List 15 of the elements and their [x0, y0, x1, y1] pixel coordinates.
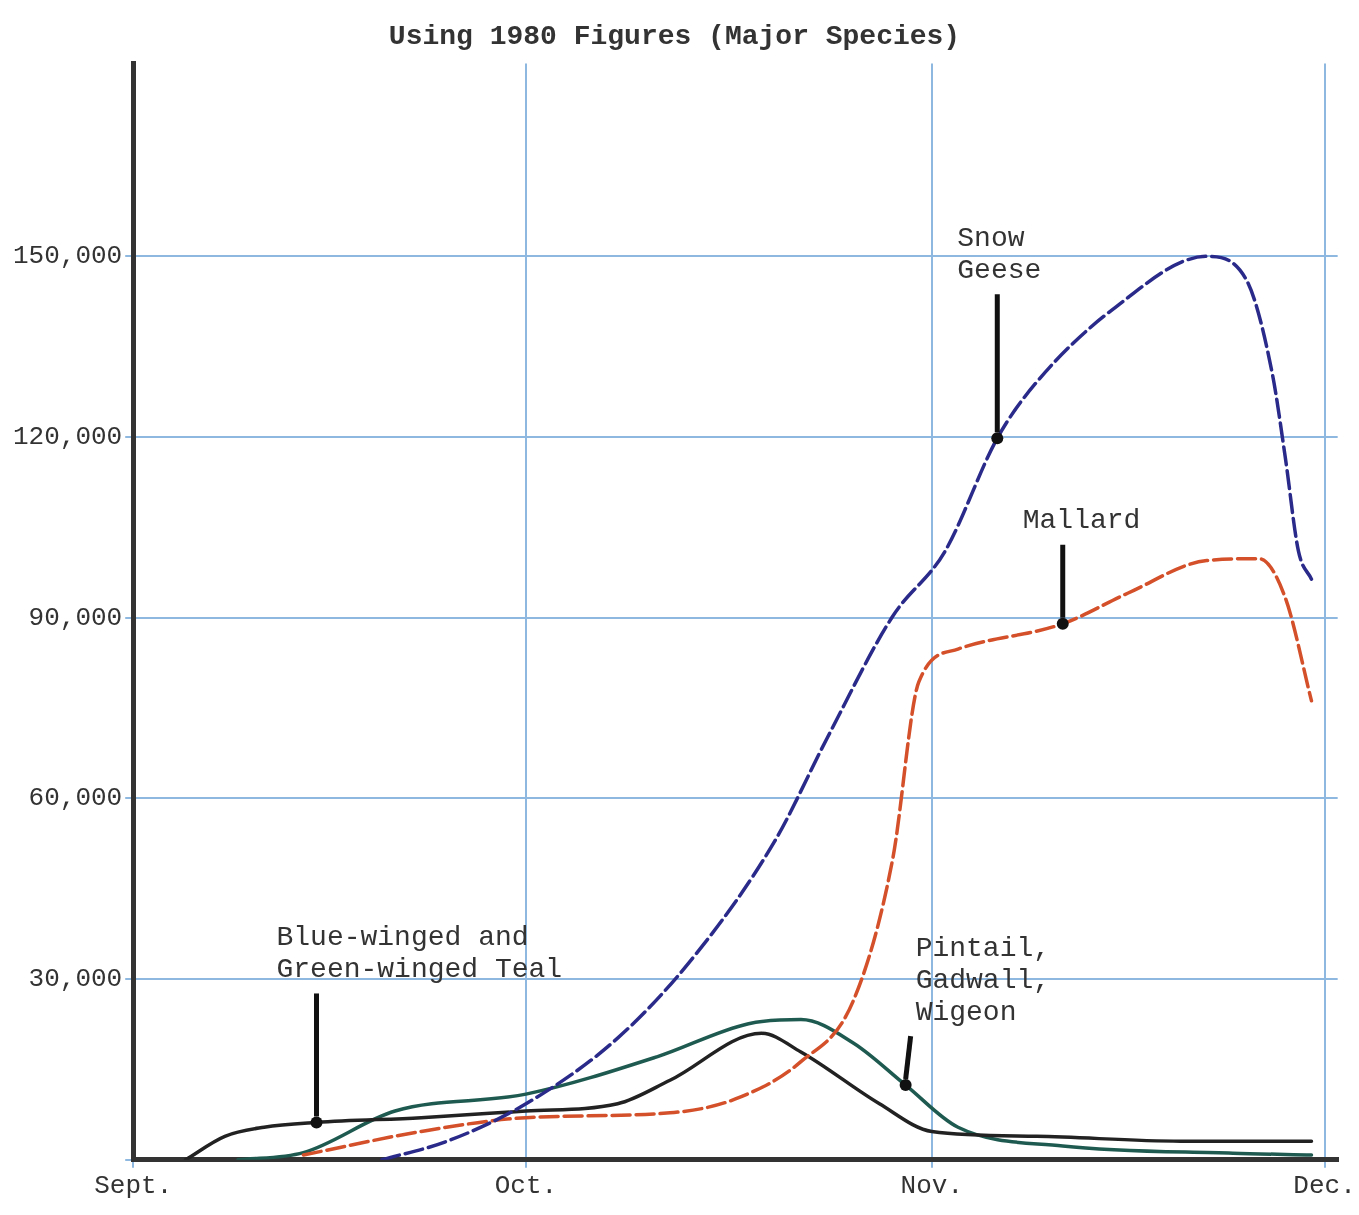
- chart-title: Using 1980 Figures (Major Species): [388, 20, 961, 52]
- y-tick-label: 120,000: [13, 421, 123, 452]
- x-tick-label: Oct.: [494, 1171, 558, 1202]
- y-tick-label: 30,000: [28, 964, 123, 994]
- point: [310, 1116, 323, 1129]
- y-tick-label: 90,000: [28, 602, 123, 633]
- series-label: Mallard: [1022, 505, 1141, 537]
- x-tick-label: Dec.: [1293, 1171, 1356, 1202]
- x-tick-label: Nov.: [900, 1171, 964, 1202]
- x-tick-label: Sept.: [94, 1171, 173, 1202]
- text: Snow Geese: [957, 222, 1042, 286]
- y-tick-label: 150,000: [13, 241, 123, 272]
- series-label: Pintail, Gadwall, Wigeon: [915, 932, 1051, 1028]
- y-tick-label: 60,000: [28, 783, 123, 814]
- text: Blue-winged and Green-winged Teal: [276, 921, 563, 985]
